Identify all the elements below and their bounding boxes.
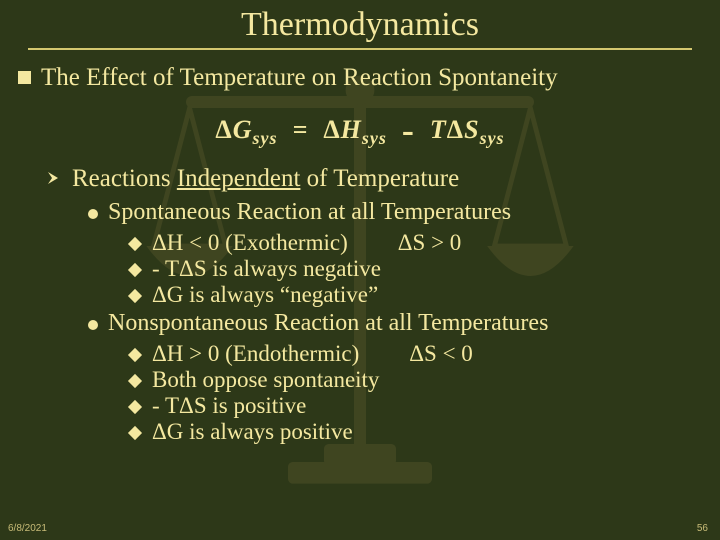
arrow-bullet-icon: [46, 170, 62, 186]
case-spontaneous: Spontaneous Reaction at all Temperatures: [108, 199, 511, 226]
case1-line-c: ΔG is always “negative”: [152, 282, 378, 308]
main-heading: The Effect of Temperature on Reaction Sp…: [41, 64, 558, 93]
case2-line-b: Both oppose spontaneity: [152, 367, 379, 393]
case1-line-a: ΔH < 0 (Exothermic)ΔS > 0: [152, 230, 461, 256]
dot-bullet-icon: [88, 209, 98, 219]
diamond-bullet-icon: [128, 400, 142, 414]
diamond-bullet-icon: [128, 289, 142, 303]
gibbs-equation: ΔGsys = ΔHsys - TΔSsys: [18, 109, 702, 151]
case2-line-d: ΔG is always positive: [152, 419, 353, 445]
diamond-bullet-icon: [128, 374, 142, 388]
slide-title: Thermodynamics: [18, 6, 702, 44]
dot-bullet-icon: [88, 320, 98, 330]
case1-line-b: - TΔS is always negative: [152, 256, 381, 282]
title-rule: [28, 48, 692, 50]
square-bullet-icon: [18, 71, 31, 84]
footer-date: 6/8/2021: [8, 523, 47, 534]
case2-line-c: - TΔS is positive: [152, 393, 306, 419]
diamond-bullet-icon: [128, 263, 142, 277]
diamond-bullet-icon: [128, 237, 142, 251]
subheading-independent: Reactions Independent of Temperature: [72, 165, 459, 193]
diamond-bullet-icon: [128, 426, 142, 440]
diamond-bullet-icon: [128, 348, 142, 362]
footer-page-number: 56: [697, 523, 708, 534]
case2-line-a: ΔH > 0 (Endothermic)ΔS < 0: [152, 341, 473, 367]
case-nonspontaneous: Nonspontaneous Reaction at all Temperatu…: [108, 310, 548, 337]
